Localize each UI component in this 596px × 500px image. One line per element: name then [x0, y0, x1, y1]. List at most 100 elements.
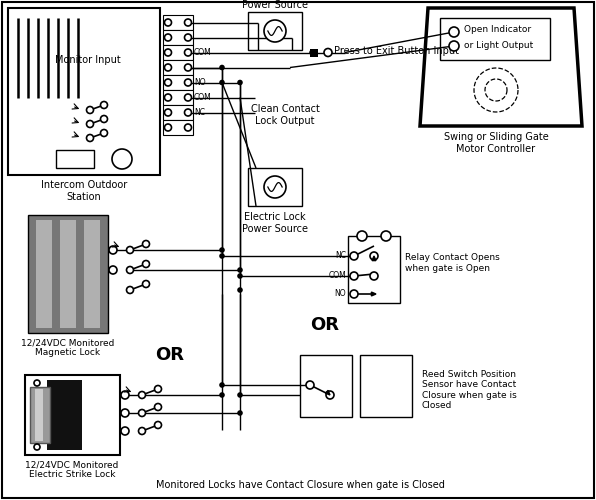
Circle shape: [219, 392, 225, 398]
Circle shape: [185, 124, 191, 131]
Text: 12/24VDC Monitored
Electric Strike Lock: 12/24VDC Monitored Electric Strike Lock: [25, 460, 119, 479]
Circle shape: [237, 267, 243, 273]
Circle shape: [449, 41, 459, 51]
Text: NC: NC: [335, 252, 346, 260]
Bar: [56, 150, 94, 168]
Circle shape: [357, 231, 367, 241]
Text: COM: COM: [194, 93, 212, 102]
Circle shape: [164, 64, 172, 71]
Text: COM: COM: [328, 272, 346, 280]
Circle shape: [154, 386, 162, 392]
Text: Intercom
Power Source: Intercom Power Source: [242, 0, 308, 10]
Bar: [348, 236, 400, 303]
Bar: [8, 8, 160, 175]
Circle shape: [185, 79, 191, 86]
Bar: [36, 220, 52, 328]
Bar: [163, 105, 193, 120]
Circle shape: [185, 34, 191, 41]
Circle shape: [237, 273, 243, 279]
Circle shape: [324, 48, 332, 56]
Circle shape: [109, 266, 117, 274]
Bar: [163, 60, 193, 75]
Circle shape: [164, 79, 172, 86]
Circle shape: [101, 116, 107, 122]
Circle shape: [326, 391, 334, 399]
Text: or Light Output: or Light Output: [464, 42, 533, 50]
Circle shape: [185, 109, 191, 116]
Text: Electric Lock
Power Source: Electric Lock Power Source: [242, 212, 308, 234]
Circle shape: [138, 392, 145, 398]
Circle shape: [164, 49, 172, 56]
Circle shape: [142, 260, 150, 268]
Bar: [30, 387, 50, 443]
Circle shape: [86, 106, 94, 114]
Bar: [163, 75, 193, 90]
Circle shape: [185, 64, 191, 71]
Circle shape: [219, 64, 225, 70]
Circle shape: [185, 49, 191, 56]
Circle shape: [449, 27, 459, 37]
Circle shape: [109, 246, 117, 254]
Circle shape: [121, 409, 129, 417]
Circle shape: [219, 253, 225, 259]
Circle shape: [101, 102, 107, 108]
Text: Monitor Input: Monitor Input: [55, 55, 121, 65]
Circle shape: [126, 246, 134, 254]
Text: Clean Contact
Lock Output: Clean Contact Lock Output: [250, 104, 319, 126]
Circle shape: [164, 109, 172, 116]
Circle shape: [237, 80, 243, 86]
Bar: [28, 215, 108, 333]
Circle shape: [154, 404, 162, 410]
Text: NO: NO: [194, 78, 206, 87]
Text: Intercom Outdoor
Station: Intercom Outdoor Station: [41, 180, 127, 202]
Circle shape: [164, 94, 172, 101]
Text: OR: OR: [311, 316, 340, 334]
Bar: [163, 120, 193, 135]
Circle shape: [34, 444, 40, 450]
Circle shape: [34, 380, 40, 386]
Bar: [84, 220, 100, 328]
Circle shape: [112, 149, 132, 169]
Circle shape: [138, 410, 145, 416]
Bar: [60, 220, 76, 328]
Circle shape: [142, 280, 150, 287]
Bar: [163, 90, 193, 105]
Circle shape: [237, 287, 243, 293]
Bar: [35, 389, 43, 441]
Text: Reed Switch Position
Sensor have Contact
Closure when gate is
Closed: Reed Switch Position Sensor have Contact…: [422, 370, 517, 410]
Text: OR: OR: [156, 346, 185, 364]
Text: Swing or Sliding Gate
Motor Controller: Swing or Sliding Gate Motor Controller: [443, 132, 548, 154]
Text: NO: NO: [334, 290, 346, 298]
Circle shape: [309, 50, 315, 56]
Circle shape: [370, 252, 378, 260]
Circle shape: [350, 272, 358, 280]
Circle shape: [164, 34, 172, 41]
Text: Open Indicator: Open Indicator: [464, 26, 531, 35]
Bar: [163, 30, 193, 45]
Circle shape: [264, 176, 286, 198]
Circle shape: [350, 290, 358, 298]
Bar: [440, 18, 550, 60]
Circle shape: [101, 130, 107, 136]
Bar: [360, 355, 412, 417]
Bar: [47, 380, 82, 450]
Circle shape: [121, 427, 129, 435]
Circle shape: [185, 19, 191, 26]
Text: Relay Contact Opens
when gate is Open: Relay Contact Opens when gate is Open: [405, 254, 500, 272]
Circle shape: [219, 247, 225, 253]
Circle shape: [306, 381, 314, 389]
Circle shape: [126, 286, 134, 294]
Circle shape: [164, 124, 172, 131]
Circle shape: [219, 382, 225, 388]
Text: NC: NC: [194, 108, 205, 117]
Polygon shape: [372, 256, 376, 260]
Bar: [248, 12, 302, 50]
Bar: [300, 355, 352, 417]
Circle shape: [381, 231, 391, 241]
Polygon shape: [371, 292, 376, 296]
Polygon shape: [325, 390, 330, 395]
Circle shape: [126, 266, 134, 274]
Text: Press to Exit Button Input: Press to Exit Button Input: [334, 46, 459, 56]
Circle shape: [237, 410, 243, 416]
Circle shape: [370, 272, 378, 280]
